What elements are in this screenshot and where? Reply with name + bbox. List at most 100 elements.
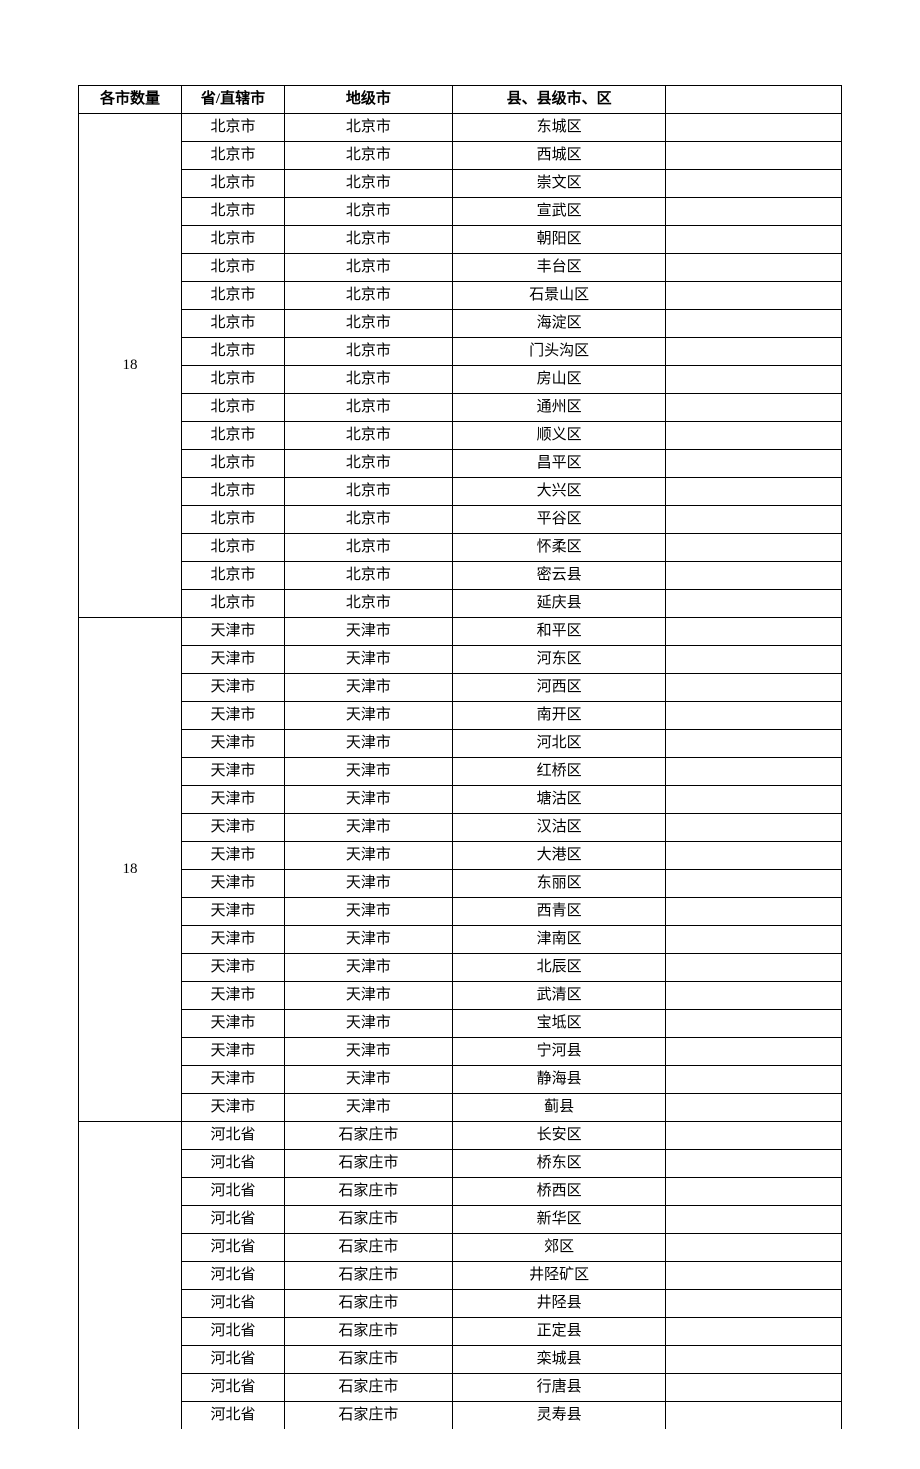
province-cell: 天津市 [182, 1094, 285, 1122]
extra-cell [666, 366, 842, 394]
city-cell: 北京市 [285, 590, 453, 618]
table-row: 北京市北京市朝阳区 [79, 226, 842, 254]
district-cell: 和平区 [452, 618, 666, 646]
city-cell: 天津市 [285, 1094, 453, 1122]
district-cell: 行唐县 [452, 1374, 666, 1402]
table-row: 天津市天津市武清区 [79, 982, 842, 1010]
district-cell: 大兴区 [452, 478, 666, 506]
header-extra [666, 86, 842, 114]
province-cell: 北京市 [182, 226, 285, 254]
table-row: 河北省石家庄市栾城县 [79, 1346, 842, 1374]
province-cell: 河北省 [182, 1402, 285, 1430]
extra-cell [666, 870, 842, 898]
city-cell: 北京市 [285, 422, 453, 450]
province-cell: 北京市 [182, 450, 285, 478]
extra-cell [666, 422, 842, 450]
province-cell: 天津市 [182, 842, 285, 870]
extra-cell [666, 1290, 842, 1318]
district-cell: 津南区 [452, 926, 666, 954]
province-cell: 河北省 [182, 1150, 285, 1178]
table-row: 北京市北京市顺义区 [79, 422, 842, 450]
table-row: 北京市北京市通州区 [79, 394, 842, 422]
province-cell: 北京市 [182, 282, 285, 310]
district-cell: 宣武区 [452, 198, 666, 226]
district-cell: 西城区 [452, 142, 666, 170]
table-row: 北京市北京市平谷区 [79, 506, 842, 534]
province-cell: 河北省 [182, 1290, 285, 1318]
province-cell: 北京市 [182, 562, 285, 590]
table-row: 北京市北京市大兴区 [79, 478, 842, 506]
table-row: 北京市北京市密云县 [79, 562, 842, 590]
city-cell: 北京市 [285, 142, 453, 170]
city-cell: 北京市 [285, 394, 453, 422]
table-row: 北京市北京市昌平区 [79, 450, 842, 478]
province-cell: 北京市 [182, 142, 285, 170]
district-cell: 井陉矿区 [452, 1262, 666, 1290]
extra-cell [666, 758, 842, 786]
extra-cell [666, 1318, 842, 1346]
district-cell: 顺义区 [452, 422, 666, 450]
province-cell: 北京市 [182, 506, 285, 534]
region-table: 各市数量 省/直辖市 地级市 县、县级市、区 18北京市北京市东城区北京市北京市… [78, 85, 842, 1429]
province-cell: 北京市 [182, 366, 285, 394]
district-cell: 南开区 [452, 702, 666, 730]
city-cell: 天津市 [285, 982, 453, 1010]
table-row: 河北省石家庄市井陉县 [79, 1290, 842, 1318]
city-cell: 石家庄市 [285, 1402, 453, 1430]
extra-cell [666, 786, 842, 814]
extra-cell [666, 590, 842, 618]
table-row: 北京市北京市门头沟区 [79, 338, 842, 366]
table-row: 天津市天津市蓟县 [79, 1094, 842, 1122]
district-cell: 朝阳区 [452, 226, 666, 254]
city-cell: 石家庄市 [285, 1206, 453, 1234]
province-cell: 天津市 [182, 954, 285, 982]
extra-cell [666, 1122, 842, 1150]
count-cell: 18 [79, 618, 182, 1122]
table-row: 天津市天津市河西区 [79, 674, 842, 702]
district-cell: 新华区 [452, 1206, 666, 1234]
table-row: 北京市北京市海淀区 [79, 310, 842, 338]
count-cell [79, 1122, 182, 1430]
extra-cell [666, 338, 842, 366]
table-row: 河北省石家庄市井陉矿区 [79, 1262, 842, 1290]
table-row: 18北京市北京市东城区 [79, 114, 842, 142]
extra-cell [666, 506, 842, 534]
table-row: 北京市北京市崇文区 [79, 170, 842, 198]
table-row: 河北省石家庄市郊区 [79, 1234, 842, 1262]
table-row: 河北省石家庄市正定县 [79, 1318, 842, 1346]
province-cell: 河北省 [182, 1262, 285, 1290]
extra-cell [666, 814, 842, 842]
province-cell: 天津市 [182, 1038, 285, 1066]
extra-cell [666, 310, 842, 338]
district-cell: 河西区 [452, 674, 666, 702]
table-row: 天津市天津市西青区 [79, 898, 842, 926]
table-row: 天津市天津市宁河县 [79, 1038, 842, 1066]
province-cell: 天津市 [182, 898, 285, 926]
extra-cell [666, 674, 842, 702]
city-cell: 天津市 [285, 786, 453, 814]
extra-cell [666, 926, 842, 954]
province-cell: 天津市 [182, 674, 285, 702]
province-cell: 北京市 [182, 394, 285, 422]
table-row: 北京市北京市西城区 [79, 142, 842, 170]
province-cell: 北京市 [182, 310, 285, 338]
city-cell: 石家庄市 [285, 1318, 453, 1346]
city-cell: 北京市 [285, 534, 453, 562]
city-cell: 石家庄市 [285, 1150, 453, 1178]
province-cell: 北京市 [182, 478, 285, 506]
header-row: 各市数量 省/直辖市 地级市 县、县级市、区 [79, 86, 842, 114]
header-city: 地级市 [285, 86, 453, 114]
province-cell: 北京市 [182, 170, 285, 198]
extra-cell [666, 646, 842, 674]
district-cell: 东丽区 [452, 870, 666, 898]
city-cell: 石家庄市 [285, 1122, 453, 1150]
province-cell: 天津市 [182, 1010, 285, 1038]
district-cell: 红桥区 [452, 758, 666, 786]
extra-cell [666, 562, 842, 590]
table-row: 天津市天津市北辰区 [79, 954, 842, 982]
province-cell: 河北省 [182, 1374, 285, 1402]
table-row: 河北省石家庄市灵寿县 [79, 1402, 842, 1430]
district-cell: 井陉县 [452, 1290, 666, 1318]
city-cell: 天津市 [285, 1038, 453, 1066]
extra-cell [666, 954, 842, 982]
